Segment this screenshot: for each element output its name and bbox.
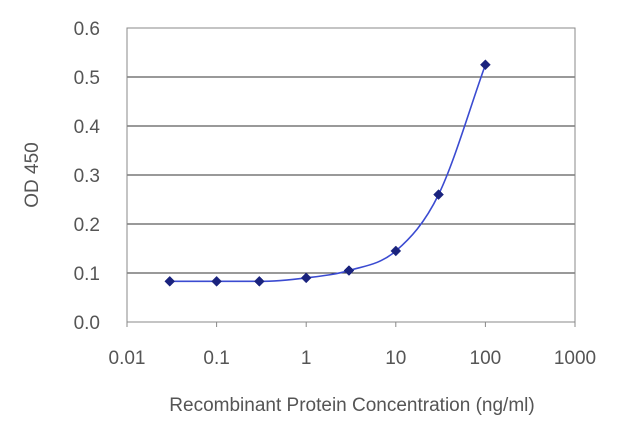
grid-layer — [127, 27, 575, 274]
y-tick-label: 0.5 — [74, 68, 100, 89]
x-tick-label: 100 — [470, 348, 502, 369]
y-tick-label: 0.4 — [74, 117, 101, 138]
x-tick-labels: 0.01 0.1 1 10 100 1000 — [109, 322, 596, 369]
x-axis-label: Recombinant Protein Concentration (ng/ml… — [169, 395, 534, 416]
x-tick-label: 10 — [385, 348, 406, 369]
x-tick-label: 1 — [301, 348, 312, 369]
data-point — [480, 59, 491, 71]
plot-frame — [126, 27, 576, 323]
y-tick-label: 0.2 — [74, 215, 100, 236]
point-layer — [164, 59, 491, 287]
data-point — [164, 275, 176, 287]
curve-layer — [169, 64, 487, 283]
x-tick-label: 1000 — [554, 348, 596, 369]
y-tick-label: 0.3 — [74, 166, 100, 187]
y-tick-label: 0.1 — [74, 264, 100, 285]
x-tick-label: 0.1 — [203, 348, 229, 369]
x-tick-label: 0.01 — [109, 348, 146, 369]
data-point — [300, 272, 312, 284]
axis-layer — [126, 27, 576, 323]
data-point — [253, 275, 265, 287]
y-tick-labels: 0.0 0.1 0.2 0.3 0.4 0.5 0.6 — [74, 19, 101, 334]
data-point — [211, 275, 222, 287]
y-tick-label: 0.6 — [74, 19, 100, 40]
fit-curve — [169, 64, 487, 283]
data-point — [433, 189, 444, 200]
y-axis-label: OD 450 — [22, 142, 43, 207]
data-point — [390, 245, 402, 257]
data-point — [343, 265, 355, 276]
y-tick-label: 0.0 — [74, 313, 100, 334]
